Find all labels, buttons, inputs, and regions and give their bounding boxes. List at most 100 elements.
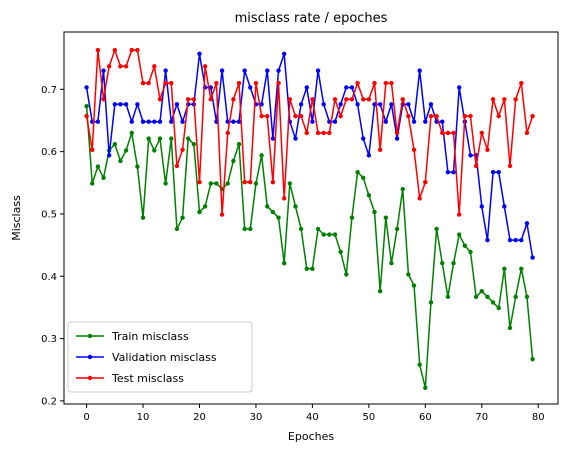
- data-point: [163, 181, 167, 185]
- data-point: [440, 131, 444, 135]
- data-point: [434, 114, 438, 118]
- data-point: [175, 102, 179, 106]
- data-point: [259, 153, 263, 157]
- data-point: [513, 238, 517, 242]
- data-point: [259, 114, 263, 118]
- data-point: [333, 232, 337, 236]
- data-point: [175, 227, 179, 231]
- data-point: [231, 159, 235, 163]
- data-point: [322, 232, 326, 236]
- data-point: [130, 48, 134, 52]
- data-point: [406, 102, 410, 106]
- data-point: [367, 193, 371, 197]
- data-point: [146, 81, 150, 85]
- data-point: [316, 227, 320, 231]
- data-point: [214, 81, 218, 85]
- data-point: [480, 131, 484, 135]
- data-point: [271, 180, 275, 184]
- data-point: [355, 81, 359, 85]
- data-point: [84, 104, 88, 108]
- data-point: [180, 120, 184, 124]
- data-point: [497, 114, 501, 118]
- data-point: [271, 136, 275, 140]
- data-point: [146, 136, 150, 140]
- data-point: [265, 68, 269, 72]
- data-point: [113, 102, 117, 106]
- data-point: [242, 180, 246, 184]
- x-tick-label: 70: [475, 412, 488, 423]
- data-point: [401, 187, 405, 191]
- data-point: [220, 68, 224, 72]
- data-point: [513, 97, 517, 101]
- data-point: [423, 120, 427, 124]
- data-point: [463, 244, 467, 248]
- data-point: [197, 180, 201, 184]
- data-point: [107, 64, 111, 68]
- data-point: [282, 52, 286, 56]
- legend-marker: [88, 334, 92, 338]
- data-point: [310, 120, 314, 124]
- data-point: [468, 153, 472, 157]
- y-axis-label: Misclass: [10, 195, 23, 241]
- data-point: [457, 232, 461, 236]
- data-point: [491, 97, 495, 101]
- x-tick-label: 10: [137, 412, 150, 423]
- x-tick-label: 20: [193, 412, 206, 423]
- data-point: [474, 295, 478, 299]
- data-point: [378, 148, 382, 152]
- legend-label: Validation misclass: [112, 351, 217, 364]
- legend-marker: [88, 355, 92, 359]
- data-point: [152, 148, 156, 152]
- data-point: [169, 120, 173, 124]
- legend-label: Test misclass: [111, 372, 184, 385]
- data-point: [180, 215, 184, 219]
- data-point: [361, 176, 365, 180]
- data-point: [288, 97, 292, 101]
- data-point: [384, 215, 388, 219]
- data-point: [519, 238, 523, 242]
- data-point: [429, 102, 433, 106]
- data-point: [434, 227, 438, 231]
- data-point: [327, 131, 331, 135]
- data-point: [299, 227, 303, 231]
- data-point: [141, 81, 145, 85]
- data-point: [316, 131, 320, 135]
- data-point: [384, 120, 388, 124]
- data-point: [429, 114, 433, 118]
- data-point: [186, 136, 190, 140]
- data-point: [525, 221, 529, 225]
- data-point: [508, 238, 512, 242]
- data-point: [265, 114, 269, 118]
- data-point: [197, 210, 201, 214]
- data-point: [355, 170, 359, 174]
- data-point: [220, 212, 224, 216]
- data-point: [350, 215, 354, 219]
- data-point: [96, 48, 100, 52]
- data-point: [457, 85, 461, 89]
- data-point: [288, 181, 292, 185]
- data-point: [412, 283, 416, 287]
- data-point: [84, 85, 88, 89]
- data-point: [480, 204, 484, 208]
- data-point: [271, 210, 275, 214]
- data-point: [468, 250, 472, 254]
- legend: Train misclass Validation misclass Test mi…: [68, 322, 252, 392]
- data-point: [423, 386, 427, 390]
- y-tick-label: 0.7: [41, 85, 57, 96]
- data-point: [293, 204, 297, 208]
- data-point: [282, 196, 286, 200]
- x-tick-label: 50: [363, 412, 376, 423]
- data-point: [305, 85, 309, 89]
- data-point: [107, 153, 111, 157]
- data-point: [310, 97, 314, 101]
- data-point: [451, 170, 455, 174]
- data-point: [158, 120, 162, 124]
- data-point: [214, 181, 218, 185]
- data-point: [423, 180, 427, 184]
- data-point: [508, 164, 512, 168]
- data-point: [389, 261, 393, 265]
- data-point: [508, 326, 512, 330]
- data-point: [446, 131, 450, 135]
- data-point: [429, 300, 433, 304]
- data-point: [203, 64, 207, 68]
